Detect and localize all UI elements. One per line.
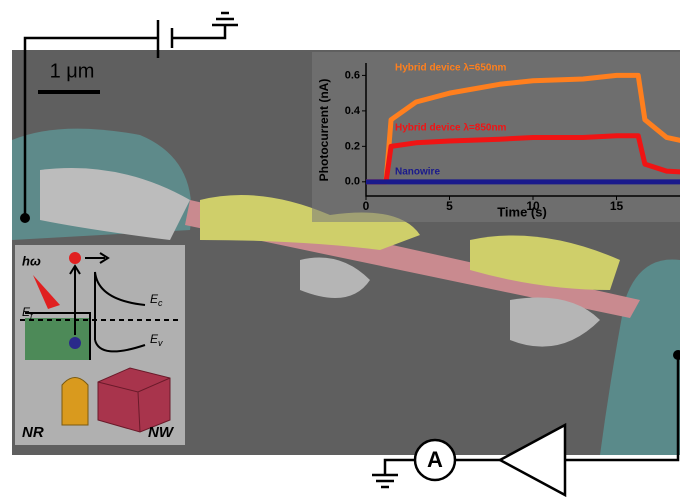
valence-sub: v [158, 338, 163, 348]
figure: A 1 μm hω Ef Ec Ev NR NW Photocurrent (n… [0, 0, 680, 498]
x-tick-label: 0 [363, 199, 370, 213]
nanorod-icon [62, 378, 88, 426]
conduction-sub: c [158, 298, 163, 308]
valence-region [25, 318, 90, 360]
nanowire-icon [98, 368, 170, 432]
y-tick-label: 0.6 [345, 69, 360, 81]
y-tick-label: 0.2 [345, 140, 360, 152]
ammeter-label: A [427, 447, 443, 472]
series-label: Hybrid device λ=850nm [395, 123, 507, 134]
x-tick-label: 15 [610, 199, 624, 213]
nw-label: NW [148, 424, 175, 441]
x-tick-label: 10 [526, 199, 540, 213]
y-tick-label: 0.4 [345, 105, 361, 117]
y-tick-label: 0.0 [345, 176, 360, 188]
nr-label: NR [22, 424, 44, 441]
contact [20, 213, 30, 223]
photon-label: hω [22, 253, 41, 268]
hole [69, 337, 81, 349]
x-tick-label: 5 [446, 199, 453, 213]
scale-label: 1 μm [50, 60, 95, 82]
y-axis-label: Photocurrent (nA) [317, 79, 331, 182]
electron [69, 252, 81, 264]
series-label: Nanowire [395, 167, 440, 178]
series-label: Hybrid device λ=650nm [395, 63, 507, 74]
